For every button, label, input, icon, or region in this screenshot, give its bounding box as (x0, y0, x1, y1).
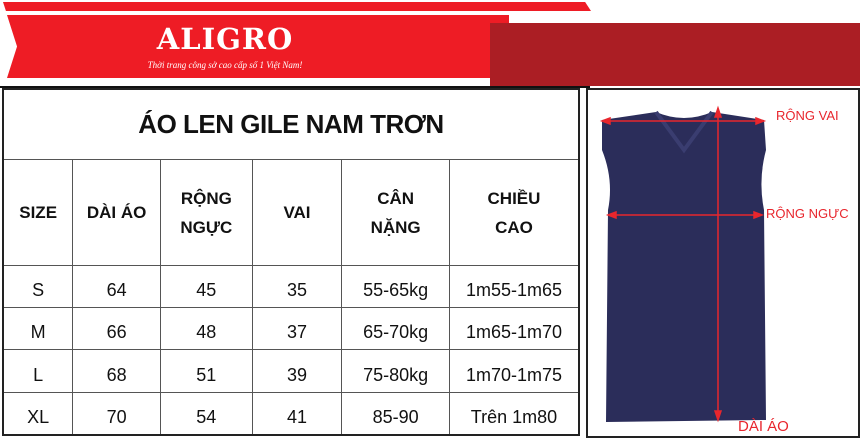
table-row: S 64 45 35 55-65kg 1m55-1m65 (2, 264, 580, 309)
table-cell: XL (2, 391, 74, 436)
product-photo-panel: RỘNG VAI RỘNG NGỰC DÀI ÁO (586, 88, 860, 438)
table-cell: 66 (72, 307, 161, 351)
table-cell: 35 (251, 264, 343, 309)
vest-shape (602, 112, 766, 422)
table-cell: 55-65kg (341, 264, 450, 309)
table-cell: 51 (159, 349, 253, 393)
table-cell: 1m55-1m65 (448, 264, 580, 309)
header-text: NẶNG (370, 217, 421, 237)
column-header: CHIỀU CAO (448, 159, 580, 266)
table-cell: 1m65-1m70 (448, 307, 580, 351)
vest-image (599, 105, 767, 423)
column-header: CÂN NẶNG (341, 159, 450, 266)
column-header: DÀI ÁO (72, 159, 161, 266)
column-header: SIZE (2, 159, 74, 266)
column-header: VAI (251, 159, 343, 266)
table-cell: 39 (251, 349, 343, 393)
header-text: VAI (283, 203, 311, 223)
table-cell: L (2, 349, 74, 393)
label-length: DÀI ÁO (738, 418, 789, 435)
header-row: SIZE DÀI ÁO RỘNG NGỰC VAI CÂN NẶNG CHIỀU CAO (2, 159, 580, 266)
divider (0, 86, 590, 88)
brand-slogan: Thời trang công sở cao cấp số 1 Việt Nam… (147, 60, 303, 70)
table-cell: 54 (159, 391, 253, 436)
label-shoulder: RỘNG VAI (776, 108, 839, 123)
table-cell: 41 (251, 391, 343, 436)
column-header: RỘNG NGỰC (159, 159, 253, 266)
table-cell: Trên 1m80 (448, 391, 580, 436)
header-text: CHIỀU (487, 188, 541, 208)
table-cell: 45 (159, 264, 253, 309)
table-cell: 68 (72, 349, 161, 393)
table-row: L 68 51 39 75-80kg 1m70-1m75 (2, 349, 580, 393)
header-text: DÀI ÁO (86, 203, 147, 223)
header-text: SIZE (19, 203, 58, 223)
table-cell: 64 (72, 264, 161, 309)
table-cell: 85-90 (341, 391, 450, 436)
table-row: XL 70 54 41 85-90 Trên 1m80 (2, 391, 580, 436)
brand-logo: ALIGRO (156, 22, 294, 56)
header-stripe (3, 2, 591, 11)
table-cell: 1m70-1m75 (448, 349, 580, 393)
table-cell: 70 (72, 391, 161, 436)
table-cell: S (2, 264, 74, 309)
table-cell: 75-80kg (341, 349, 450, 393)
table-row: M 66 48 37 65-70kg 1m65-1m70 (2, 307, 580, 351)
header-text: NGỰC (180, 217, 233, 237)
label-chest: RỘNG NGỰC (766, 206, 849, 221)
table-cell: 48 (159, 307, 253, 351)
table-title: ÁO LEN GILE NAM TRƠN (2, 88, 580, 161)
measure-arrows (599, 105, 767, 423)
header-text: CAO (495, 217, 533, 237)
table-cell: 37 (251, 307, 343, 351)
table-cell: M (2, 307, 74, 351)
header-banner (7, 15, 509, 78)
size-chart-table: ÁO LEN GILE NAM TRƠN SIZE DÀI ÁO RỘNG NGỰC V… (2, 88, 580, 436)
vest-neckline (654, 110, 714, 154)
header-dark-block (490, 23, 860, 86)
header-text: RỘNG (180, 188, 232, 208)
table-cell: 65-70kg (341, 307, 450, 351)
header-text: CÂN (377, 188, 415, 208)
